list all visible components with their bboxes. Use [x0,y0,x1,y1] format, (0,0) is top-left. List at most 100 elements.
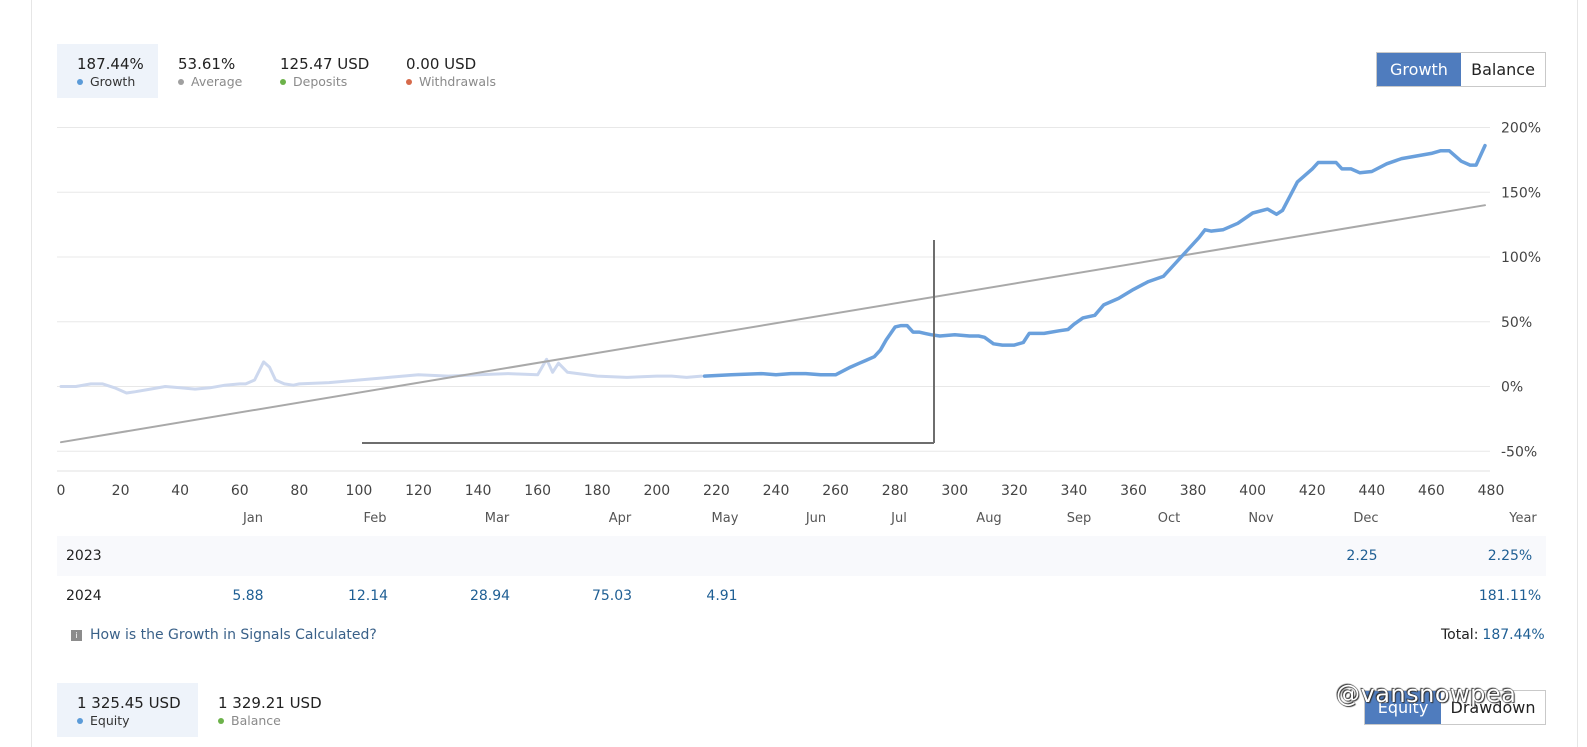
y-tick-label: 50% [1501,315,1532,331]
month-label: Year [1509,511,1537,526]
average-legend-dot [178,79,184,85]
balance-tab[interactable]: Balance [1461,53,1545,86]
month-value-mar: 28.94 [469,588,511,604]
growth-legend-dot [77,79,83,85]
x-tick-label: 80 [290,483,308,499]
x-tick-label: 240 [763,483,790,499]
month-label: Feb [363,511,387,526]
total-value: 187.44% [1482,627,1545,643]
table-row-2024: 2024 5.88 12.14 28.94 75.03 4.91 181.11% [57,576,1546,616]
crosshair [362,240,935,444]
average-label: Average [191,74,243,89]
equity-tab[interactable]: Equity [1365,691,1441,724]
x-tick-label: 100 [346,483,373,499]
y-tick-label: 200% [1501,121,1541,137]
y-tick-label: 150% [1501,185,1541,201]
growth-label: Growth [90,74,136,89]
x-tick-label: 220 [703,483,730,499]
x-tick-label: 260 [822,483,849,499]
table-row-2023: 2023 2.25 2.25% [57,536,1546,576]
help-link-text: How is the Growth in Signals Calculated? [90,627,377,643]
drawdown-tab[interactable]: Drawdown [1441,691,1545,724]
x-tick-label: 40 [171,483,189,499]
month-label: Nov [1248,511,1274,526]
x-tick-label: 180 [584,483,611,499]
month-value-feb: 12.14 [347,588,389,604]
month-value-year: 2.25% [1487,548,1533,564]
month-label: Jul [891,511,907,526]
month-value-jan: 5.88 [232,588,264,604]
x-tick-label: 440 [1358,483,1385,499]
balance-legend-dot [218,718,224,724]
x-tick-label: 300 [941,483,968,499]
x-tick-label: 20 [112,483,130,499]
growth-value: 187.44% [77,55,144,73]
month-value-apr: 75.03 [591,588,633,604]
x-tick-label: 120 [405,483,432,499]
chart-mode-toggle: Growth Balance [1376,52,1546,87]
x-tick-label: 200 [643,483,670,499]
history-series-line [59,357,703,395]
withdrawals-label: Withdrawals [419,74,496,89]
left-divider [31,0,32,747]
x-tick-label: 140 [465,483,492,499]
x-tick-label: 60 [231,483,249,499]
month-label: Dec [1353,511,1379,526]
x-tick-label: 360 [1120,483,1147,499]
month-label: Sep [1066,511,1092,526]
withdrawals-value: 0.00 USD [406,55,477,73]
equity-legend-dot [77,718,83,724]
withdrawals-legend-dot [406,79,412,85]
x-tick-label: 320 [1001,483,1028,499]
average-value: 53.61% [178,55,236,73]
total-growth: Total: 187.44% [1441,627,1545,643]
y-tick-label: -50% [1501,444,1537,460]
deposits-legend-dot [280,79,286,85]
deposits-label: Deposits [293,74,348,89]
equity-value: 1 325.45 USD [77,694,181,712]
deposits-value: 125.47 USD [280,55,370,73]
month-label: Apr [608,511,632,526]
right-divider [1577,0,1578,747]
y-tick-label: 100% [1501,250,1541,266]
x-tick-label: 340 [1061,483,1088,499]
month-label: Oct [1157,511,1181,526]
chart-series [59,143,1487,444]
equity-stat[interactable]: 1 325.45 USD Equity [57,683,198,737]
x-tick-label: 400 [1239,483,1266,499]
month-value-dec: 2.25 [1346,548,1378,564]
x-tick-label: 420 [1299,483,1326,499]
balance-stat[interactable]: 1 329.21 USD Balance [198,683,339,737]
total-label: Total: [1441,627,1479,643]
x-tick-label: 280 [882,483,909,499]
month-label: Jan [242,511,264,526]
growth-tab[interactable]: Growth [1377,53,1461,86]
y-tick-label: 0% [1501,380,1523,396]
info-icon: i [71,630,82,641]
balance-value: 1 329.21 USD [218,694,322,712]
chart-gridlines [57,127,1490,472]
growth-chart: 200% 150% 100% 50% 0% -50% 0 20 40 60 80 100 120 140… [57,121,1541,500]
x-tick-label: 380 [1180,483,1207,499]
balance-label: Balance [231,713,281,728]
x-axis-ticks: 0 20 40 60 80 100 120 140 160 180 200 220 240 260 280 3… [57,483,1505,499]
watermark: @vansnowpea [1336,680,1517,708]
month-value-year: 181.11% [1478,588,1542,604]
month-label: Mar [484,511,510,526]
growth-help-link[interactable]: i How is the Growth in Signals Calculated… [71,627,377,643]
month-label: Jun [805,511,827,526]
x-tick-label: 160 [524,483,551,499]
y-axis-ticks: 200% 150% 100% 50% 0% -50% [1501,121,1541,461]
bottom-chart-toggle: Equity Drawdown [1364,690,1546,725]
trend-series-line [60,204,1486,444]
withdrawals-stat[interactable]: 0.00 USD Withdrawals [386,44,514,98]
month-label: Aug [976,511,1002,526]
year-label: 2023 [66,548,102,564]
x-tick-label: 480 [1478,483,1505,499]
year-label: 2024 [66,588,102,604]
average-stat[interactable]: 53.61% Average [158,44,259,98]
growth-stat[interactable]: 187.44% Growth [57,44,158,98]
x-tick-label: 460 [1418,483,1445,499]
month-label: May [711,511,739,526]
deposits-stat[interactable]: 125.47 USD Deposits [260,44,388,98]
